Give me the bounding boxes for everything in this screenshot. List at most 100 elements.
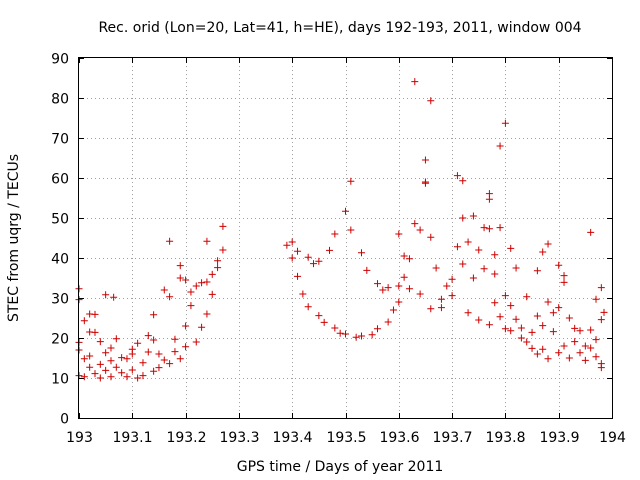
plot-frame — [78, 57, 613, 419]
data-point — [144, 348, 152, 356]
data-point — [134, 339, 142, 347]
x-tick-label: 193.5 — [326, 430, 366, 446]
data-point — [107, 344, 115, 352]
data-point — [110, 293, 118, 301]
data-point — [539, 248, 547, 256]
data-point — [512, 315, 520, 323]
data-point — [139, 359, 147, 367]
data-point — [294, 247, 302, 255]
data-point — [533, 350, 541, 358]
data-point — [597, 316, 605, 324]
data-point — [171, 348, 179, 356]
data-point — [597, 364, 605, 372]
data-point — [384, 318, 392, 326]
data-point — [214, 257, 222, 265]
data-point — [523, 293, 531, 301]
data-point — [214, 264, 222, 272]
data-point — [384, 284, 392, 292]
data-point — [160, 286, 168, 294]
data-point — [464, 309, 472, 317]
data-point — [555, 349, 563, 357]
data-point — [469, 274, 477, 282]
data-point — [592, 336, 600, 344]
data-point — [112, 335, 120, 343]
y-tick-label: 10 — [51, 372, 69, 388]
data-point — [427, 305, 435, 313]
data-point — [443, 282, 451, 290]
data-point — [491, 270, 499, 278]
data-point — [475, 246, 483, 254]
data-point — [437, 295, 445, 303]
data-point — [107, 373, 115, 381]
data-point — [288, 238, 296, 246]
data-point — [91, 328, 99, 336]
data-point — [485, 195, 493, 203]
data-point — [294, 272, 302, 280]
data-point — [203, 278, 211, 286]
data-point — [347, 226, 355, 234]
data-point — [128, 366, 136, 374]
data-point — [581, 356, 589, 364]
data-point — [544, 240, 552, 248]
data-point — [427, 97, 435, 105]
data-point — [576, 349, 584, 357]
data-point — [459, 214, 467, 222]
y-tick-label: 0 — [60, 412, 69, 428]
data-point — [501, 325, 509, 333]
y-tick-label: 60 — [51, 172, 69, 188]
y-axis-label: STEC from uqrg / TECUs — [6, 154, 22, 322]
data-point — [507, 244, 515, 252]
data-point — [571, 324, 579, 332]
x-tick-label: 193.7 — [432, 430, 472, 446]
data-point — [208, 290, 216, 298]
data-point — [219, 246, 227, 254]
data-point — [528, 328, 536, 336]
data-point — [544, 355, 552, 363]
data-point — [411, 220, 419, 228]
data-point — [480, 265, 488, 273]
data-point — [166, 293, 174, 301]
data-point — [342, 207, 349, 215]
data-point — [533, 267, 541, 275]
data-point — [453, 172, 461, 180]
data-point — [144, 332, 152, 340]
data-point — [496, 313, 504, 321]
data-point — [357, 332, 365, 340]
data-point — [373, 325, 381, 333]
data-point — [107, 357, 115, 365]
data-point — [112, 363, 120, 371]
data-point — [182, 276, 190, 284]
data-point — [182, 322, 190, 330]
x-tick-label: 193 — [66, 430, 93, 446]
data-point — [102, 349, 110, 357]
data-point — [150, 311, 158, 319]
data-point — [496, 142, 504, 150]
data-point — [448, 292, 456, 300]
data-point — [544, 298, 552, 306]
data-point — [80, 355, 88, 363]
data-point — [123, 355, 131, 363]
y-tick-label: 20 — [51, 332, 69, 348]
data-point — [549, 309, 557, 317]
data-point — [128, 350, 136, 358]
chart-title: Rec. orid (Lon=20, Lat=41, h=HE), days 1… — [98, 20, 581, 36]
data-point — [187, 302, 195, 310]
data-point — [86, 363, 94, 371]
data-point — [373, 280, 381, 288]
y-tick-label: 70 — [51, 132, 69, 148]
data-point — [160, 356, 168, 364]
data-point — [203, 237, 211, 245]
data-point — [507, 327, 515, 335]
data-point — [395, 282, 403, 290]
data-point — [587, 228, 595, 236]
x-tick-label: 193.9 — [539, 430, 579, 446]
data-point — [347, 177, 355, 185]
data-point — [475, 316, 483, 324]
data-point — [86, 352, 94, 360]
data-point — [539, 322, 547, 330]
x-tick-label: 193.8 — [485, 430, 525, 446]
data-point — [421, 179, 429, 187]
data-point — [219, 222, 227, 230]
data-point — [512, 264, 520, 272]
